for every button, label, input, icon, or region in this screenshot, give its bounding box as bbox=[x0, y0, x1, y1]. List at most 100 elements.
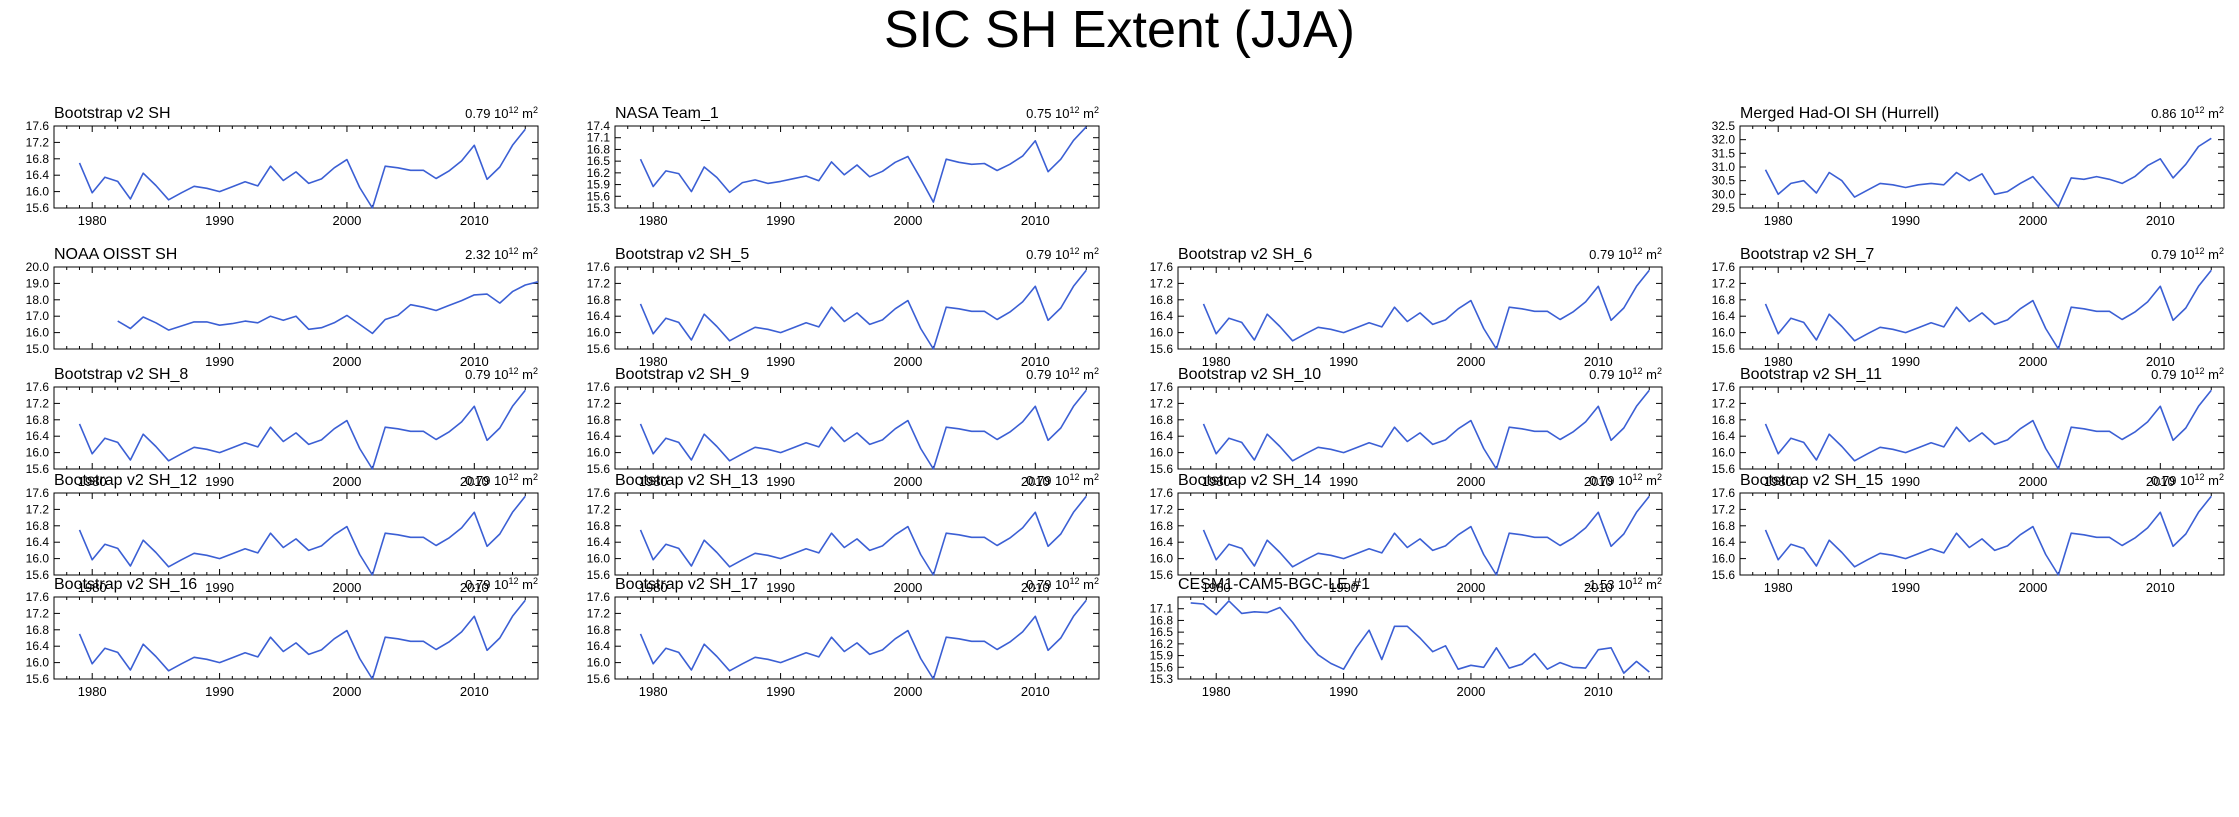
trend-stat: 2.32 1012 m2 bbox=[465, 246, 538, 262]
y-tick-label: 16.4 bbox=[1712, 429, 1736, 443]
y-tick-label: 20.0 bbox=[26, 260, 50, 274]
series-line bbox=[1202, 269, 1650, 350]
x-tick-label: 2010 bbox=[1021, 580, 1050, 595]
x-tick-label: 2000 bbox=[893, 213, 922, 228]
x-tick-label: 1980 bbox=[1764, 213, 1793, 228]
x-tick-label: 2010 bbox=[2146, 354, 2175, 369]
y-tick-label: 17.6 bbox=[587, 260, 611, 274]
panel-title: Bootstrap v2 SH_7 bbox=[1740, 246, 1874, 263]
series-line bbox=[1202, 389, 1650, 470]
series-line bbox=[1764, 269, 2212, 350]
series-line bbox=[117, 281, 539, 335]
x-tick-label: 2010 bbox=[2146, 213, 2175, 228]
y-tick-label: 17.2 bbox=[1150, 276, 1174, 290]
y-tick-label: 31.0 bbox=[1712, 160, 1736, 174]
y-tick-label: 17.2 bbox=[1150, 396, 1174, 410]
x-tick-label: 2010 bbox=[1584, 580, 1613, 595]
y-tick-label: 16.8 bbox=[26, 413, 50, 427]
y-tick-label: 17.2 bbox=[587, 396, 611, 410]
x-tick-label: 1990 bbox=[1891, 474, 1920, 489]
chart-panel: Bootstrap v2 SH_17 0.79 1012 m2 1980 1990 20… bbox=[587, 576, 1100, 699]
trend-stat: 0.79 1012 m2 bbox=[1026, 472, 1099, 488]
series-line bbox=[78, 599, 526, 680]
y-tick-label: 32.5 bbox=[1712, 119, 1736, 133]
y-tick-label: 18.0 bbox=[26, 293, 50, 307]
chart-panel: NOAA OISST SH 2.32 1012 m2 1990 2000 2010 20.… bbox=[26, 246, 539, 369]
x-tick-label: 2010 bbox=[460, 354, 489, 369]
y-tick-label: 17.6 bbox=[587, 590, 611, 604]
y-tick-label: 16.8 bbox=[1150, 293, 1174, 307]
x-tick-label: 1990 bbox=[766, 474, 795, 489]
plot-frame bbox=[53, 492, 539, 576]
chart-panel: CESM1-CAM5-BGC-LE #1 -1.53 1012 m2 1980 199… bbox=[1150, 576, 1663, 699]
y-tick-label: 19.0 bbox=[26, 276, 50, 290]
chart-panel: Bootstrap v2 SH_14 0.79 1012 m2 1980 1990 20… bbox=[1150, 472, 1663, 595]
trend-stat: 0.79 1012 m2 bbox=[465, 576, 538, 592]
y-tick-label: 17.2 bbox=[587, 606, 611, 620]
trend-stat: 0.79 1012 m2 bbox=[1026, 246, 1099, 262]
y-tick-label: 15.6 bbox=[587, 462, 611, 476]
y-tick-label: 15.6 bbox=[26, 568, 50, 582]
panel-title: Merged Had-OI SH (Hurrell) bbox=[1740, 105, 1939, 122]
x-tick-label: 1990 bbox=[1891, 354, 1920, 369]
x-tick-label: 2010 bbox=[2146, 474, 2175, 489]
y-tick-label: 17.6 bbox=[1150, 380, 1174, 394]
y-tick-label: 15.3 bbox=[587, 201, 611, 215]
y-tick-label: 17.1 bbox=[1150, 602, 1174, 616]
x-tick-label: 2000 bbox=[893, 354, 922, 369]
y-tick-label: 16.0 bbox=[1712, 326, 1736, 340]
x-tick-label: 2000 bbox=[893, 580, 922, 595]
series-line bbox=[78, 128, 526, 209]
y-tick-label: 15.6 bbox=[26, 462, 50, 476]
x-tick-label: 1990 bbox=[766, 213, 795, 228]
x-tick-label: 2010 bbox=[1021, 213, 1050, 228]
panel-title: Bootstrap v2 SH_15 bbox=[1740, 472, 1883, 489]
x-tick-label: 2010 bbox=[1584, 354, 1613, 369]
x-tick-label: 1980 bbox=[1764, 474, 1793, 489]
trend-stat: 0.79 1012 m2 bbox=[2151, 246, 2224, 262]
plot-frame bbox=[1739, 125, 2225, 209]
series-line bbox=[1202, 495, 1650, 576]
y-tick-label: 16.0 bbox=[26, 656, 50, 670]
x-tick-label: 1980 bbox=[1202, 684, 1231, 699]
y-tick-label: 16.0 bbox=[1712, 552, 1736, 566]
y-tick-label: 16.8 bbox=[1712, 413, 1736, 427]
x-tick-label: 2010 bbox=[1584, 474, 1613, 489]
plot-frame bbox=[614, 492, 1100, 576]
x-tick-label: 1990 bbox=[205, 213, 234, 228]
y-tick-label: 15.6 bbox=[587, 189, 611, 203]
y-tick-label: 16.8 bbox=[26, 623, 50, 637]
plot-frame bbox=[1739, 266, 2225, 350]
x-tick-label: 1980 bbox=[639, 580, 668, 595]
y-tick-label: 17.2 bbox=[587, 502, 611, 516]
trend-stat: -1.53 1012 m2 bbox=[1585, 576, 1662, 592]
series-line bbox=[1764, 137, 2212, 208]
y-tick-label: 15.6 bbox=[1150, 568, 1174, 582]
x-tick-label: 1980 bbox=[639, 474, 668, 489]
y-tick-label: 17.2 bbox=[1712, 276, 1736, 290]
y-tick-label: 16.8 bbox=[1150, 519, 1174, 533]
plot-frame bbox=[1177, 492, 1663, 576]
y-tick-label: 16.4 bbox=[587, 429, 611, 443]
trend-stat: 0.79 1012 m2 bbox=[1026, 366, 1099, 382]
series-line bbox=[639, 495, 1087, 576]
plot-frame bbox=[53, 125, 539, 209]
x-tick-label: 2000 bbox=[332, 474, 361, 489]
y-tick-label: 16.8 bbox=[1150, 613, 1174, 627]
x-tick-label: 1990 bbox=[1329, 474, 1358, 489]
plot-frame bbox=[614, 596, 1100, 680]
y-tick-label: 16.8 bbox=[26, 519, 50, 533]
panel-title: Bootstrap v2 SH_11 bbox=[1740, 366, 1882, 383]
x-tick-label: 2010 bbox=[460, 580, 489, 595]
y-tick-label: 16.0 bbox=[587, 446, 611, 460]
y-tick-label: 16.8 bbox=[587, 413, 611, 427]
x-tick-label: 1980 bbox=[1202, 354, 1231, 369]
panel-title: Bootstrap v2 SH_12 bbox=[54, 472, 197, 489]
x-tick-label: 2000 bbox=[2018, 354, 2047, 369]
y-tick-label: 16.4 bbox=[587, 309, 611, 323]
trend-stat: 0.79 1012 m2 bbox=[2151, 472, 2224, 488]
trend-stat: 0.79 1012 m2 bbox=[465, 472, 538, 488]
chart-panel: Bootstrap v2 SH_10 0.79 1012 m2 1980 1990 20… bbox=[1150, 366, 1663, 489]
x-tick-label: 1990 bbox=[766, 354, 795, 369]
chart-panel: Bootstrap v2 SH_11 0.79 1012 m2 1980 1990 20… bbox=[1712, 366, 2225, 489]
